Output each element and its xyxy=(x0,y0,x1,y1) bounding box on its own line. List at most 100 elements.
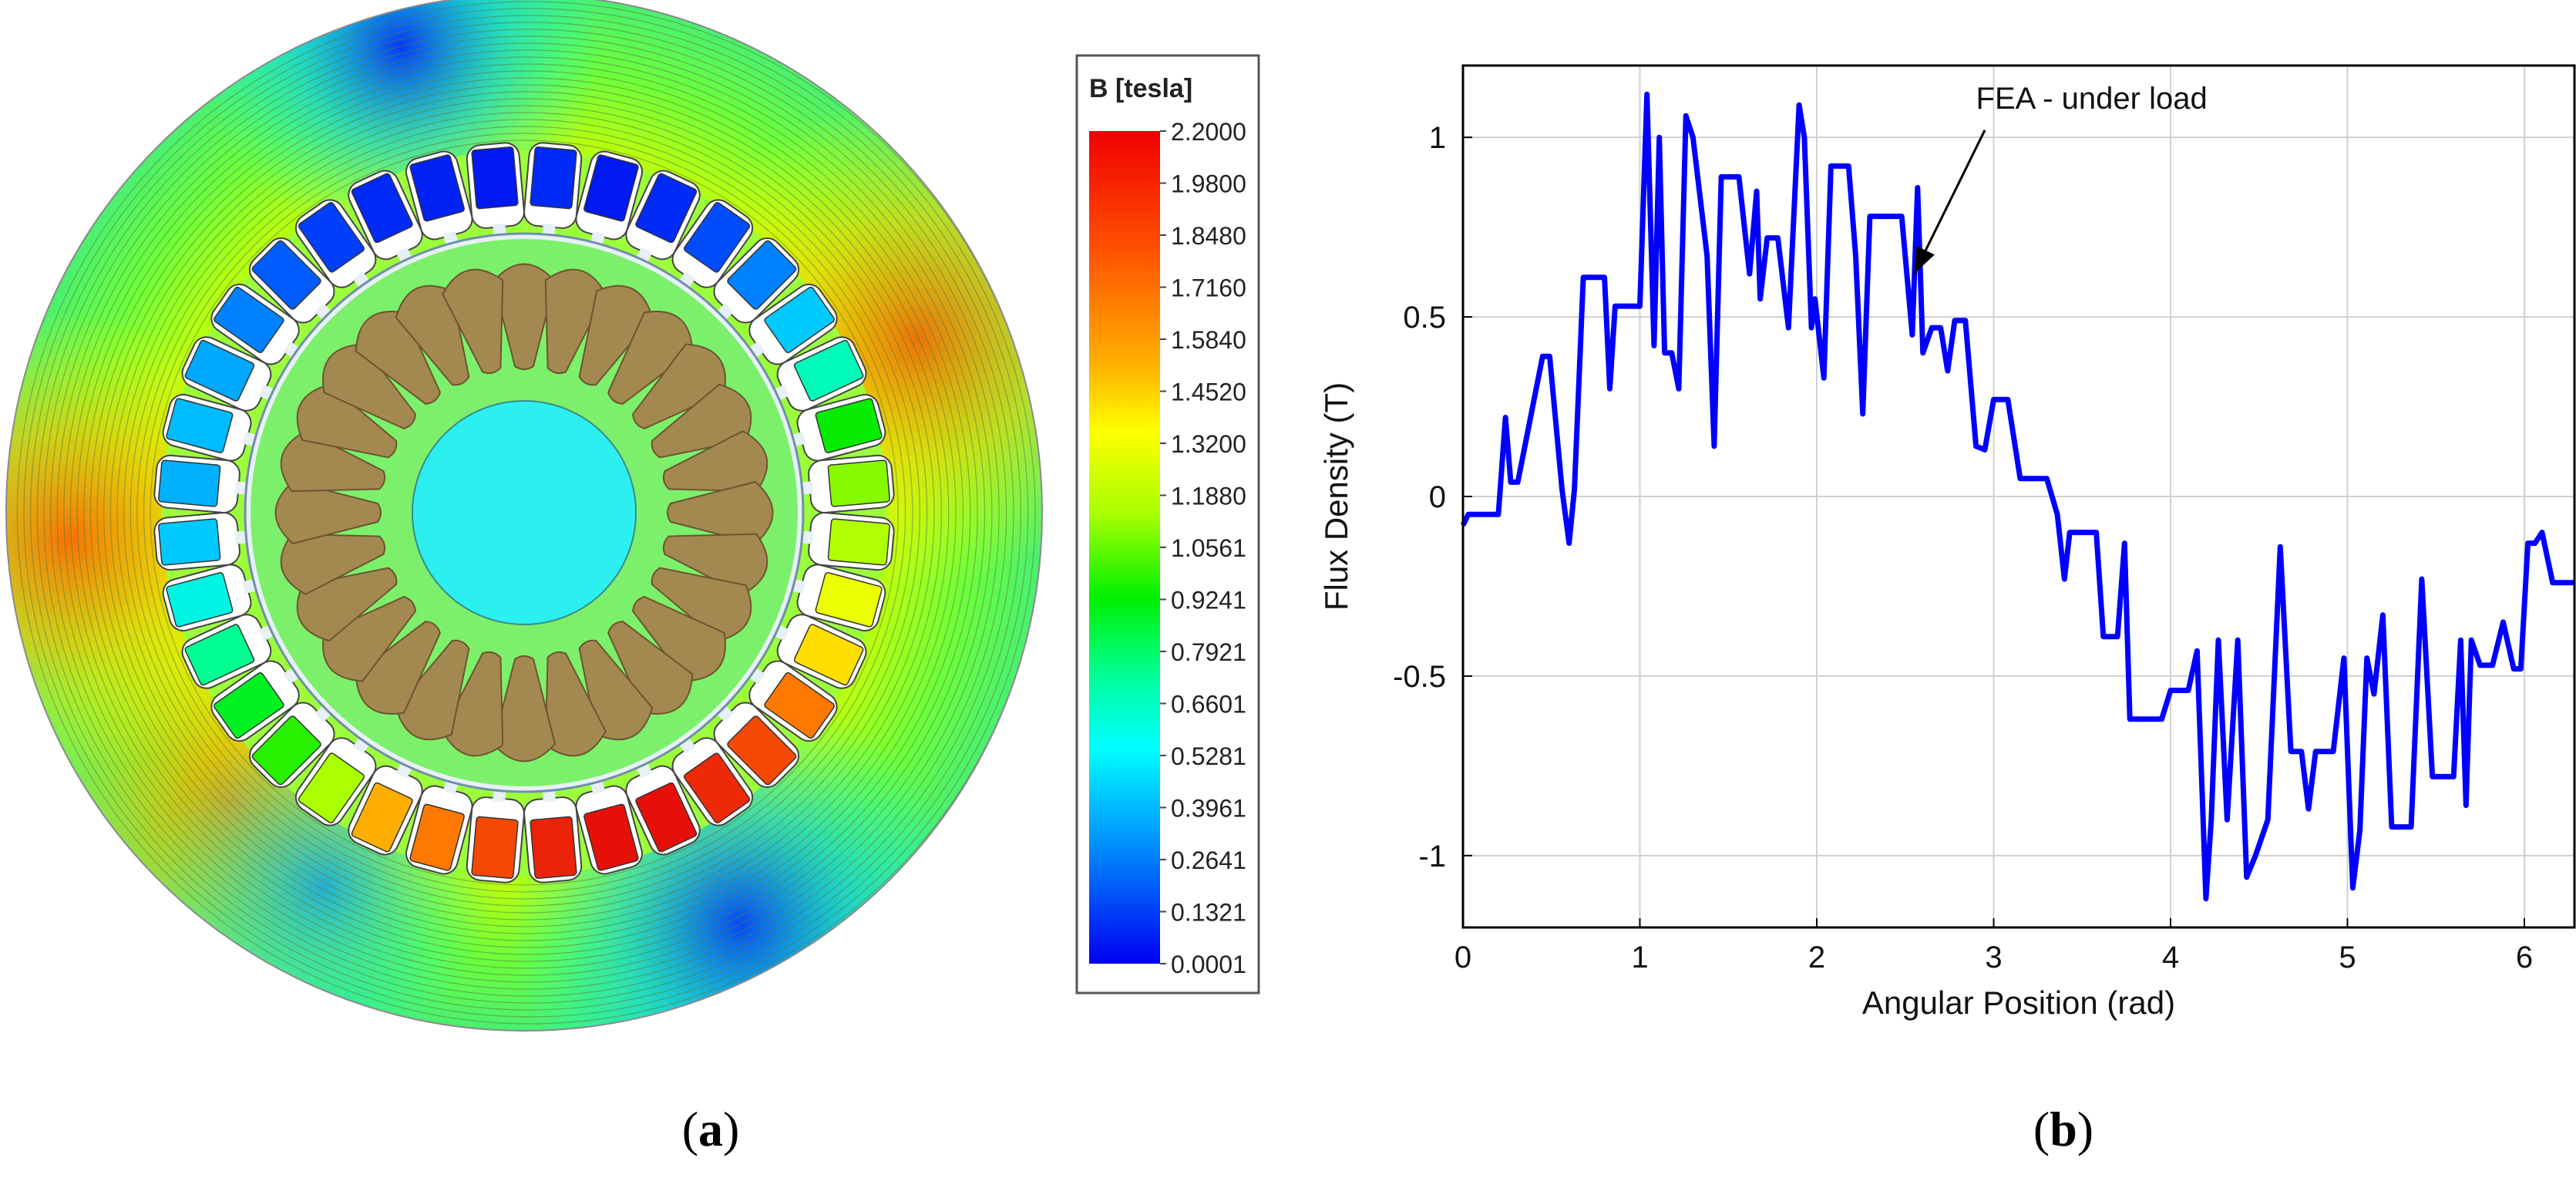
stator-slot xyxy=(181,614,274,689)
stator-slot xyxy=(523,142,583,236)
stator-slot xyxy=(801,454,895,513)
flux-line xyxy=(136,126,913,900)
flux-line xyxy=(69,56,986,969)
caption-a: (a) xyxy=(681,1102,740,1156)
slot-winding xyxy=(214,286,284,354)
x-tick-label: 3 xyxy=(1985,941,2002,974)
annotation-arrow xyxy=(1912,130,1986,274)
slot-winding xyxy=(815,398,883,453)
slot-winding xyxy=(251,240,321,310)
y-tick-label: 1 xyxy=(1429,121,1446,155)
flux-lines xyxy=(16,1,1042,1025)
stator-outline xyxy=(5,0,1043,1032)
flux-line xyxy=(116,105,935,921)
colorbar-gradient xyxy=(1089,131,1160,964)
series-line-fea-under-load xyxy=(1460,91,2574,902)
flux-line xyxy=(150,140,899,886)
slot-opening xyxy=(590,231,606,245)
colorbar-tick-label: 0.2641 xyxy=(1171,846,1246,874)
stator-slot xyxy=(348,762,423,856)
slot-winding xyxy=(184,339,255,402)
colorbar-tick-label: 0.5281 xyxy=(1171,742,1246,770)
stator-slot xyxy=(249,702,335,788)
stator-slot xyxy=(801,512,895,571)
stator-slot xyxy=(523,789,583,884)
colorbar-tick-label: 1.4520 xyxy=(1171,379,1246,406)
colorbar-tick-label: 0.9241 xyxy=(1171,587,1246,614)
slot-opening xyxy=(748,668,765,685)
flux-line xyxy=(43,29,1014,997)
slot-winding xyxy=(635,782,698,853)
stator-slot xyxy=(713,702,799,788)
slot-winding xyxy=(409,154,465,222)
slot-opening xyxy=(679,271,696,288)
slot-winding xyxy=(351,782,413,853)
slot-winding xyxy=(251,715,321,786)
flux-line xyxy=(63,49,993,976)
colorbar-legend: B [tesla] 2.2000 1.9800 1.8480 1.7160 1.5840… xyxy=(1075,54,1260,995)
x-tick-label: 2 xyxy=(1808,941,1825,974)
flux-line xyxy=(56,42,1000,983)
stator-slot xyxy=(575,150,644,245)
stator-slot xyxy=(625,762,701,856)
slot-winding xyxy=(793,624,864,686)
slot-opening xyxy=(314,705,331,722)
colorbar-tick-label: 1.7160 xyxy=(1171,274,1246,302)
flux-line xyxy=(123,112,928,914)
colorbar-tick-label: 0.1321 xyxy=(1171,899,1246,927)
colorbar-tick-label: 1.3200 xyxy=(1171,430,1246,458)
slot-winding xyxy=(764,286,835,354)
colorbar-tick-label: 1.1880 xyxy=(1171,483,1246,510)
slot-winding xyxy=(827,459,890,507)
slot-winding xyxy=(815,572,883,628)
rotor-bar-shape xyxy=(442,268,504,375)
slot-opening xyxy=(352,271,369,288)
slot-opening xyxy=(792,578,806,594)
slot-winding xyxy=(683,202,751,273)
rotor-bar xyxy=(442,268,504,375)
flux-line xyxy=(36,22,1021,1004)
x-tick-label: 6 xyxy=(2516,941,2533,974)
stator-slot xyxy=(181,336,274,412)
slot-winding xyxy=(530,146,577,210)
y-tick-label: -1 xyxy=(1418,840,1446,873)
y-tick-label: 0.5 xyxy=(1403,301,1446,335)
slot-opening xyxy=(314,303,331,320)
flux-line xyxy=(83,70,971,955)
flux-line xyxy=(109,98,942,927)
stator-slot xyxy=(348,170,423,263)
colorbar-tick-label: 0.3961 xyxy=(1171,795,1246,823)
colorbar-tick-label: 1.8480 xyxy=(1171,222,1246,250)
slot-opening xyxy=(242,431,257,447)
slot-winding xyxy=(635,173,698,244)
colorbar-tick-label: 1.0561 xyxy=(1171,534,1246,562)
stator-slot xyxy=(405,780,473,875)
x-tick-label: 5 xyxy=(2339,941,2356,974)
x-tick-label: 0 xyxy=(1454,941,1471,974)
slot-winding xyxy=(298,752,365,823)
slot-winding xyxy=(409,803,465,871)
flux-line xyxy=(89,77,964,948)
slot-opening xyxy=(493,789,506,803)
y-axis-label: Flux Density (T) xyxy=(1318,382,1354,611)
rotor-bars xyxy=(274,263,774,762)
stator-slot xyxy=(153,454,247,513)
stator-slot xyxy=(774,336,867,412)
stator-slot xyxy=(792,393,886,462)
stator-slot xyxy=(249,237,335,324)
slot-opening xyxy=(590,780,606,795)
annotation-arrowhead xyxy=(1914,245,1935,274)
stator-slot xyxy=(748,660,838,742)
stator-slot xyxy=(625,170,701,263)
plot-frame xyxy=(1461,64,2576,929)
flux-line xyxy=(143,133,906,893)
flux-line xyxy=(129,119,920,907)
y-tick-label: 0 xyxy=(1429,480,1446,514)
flux-line xyxy=(76,63,978,962)
flux-line xyxy=(30,15,1029,1011)
slot-opening xyxy=(542,789,556,803)
stator-slot xyxy=(405,150,473,245)
x-tick-label: 4 xyxy=(2162,941,2179,974)
stator-slot xyxy=(294,199,377,288)
slot-winding xyxy=(166,398,234,453)
